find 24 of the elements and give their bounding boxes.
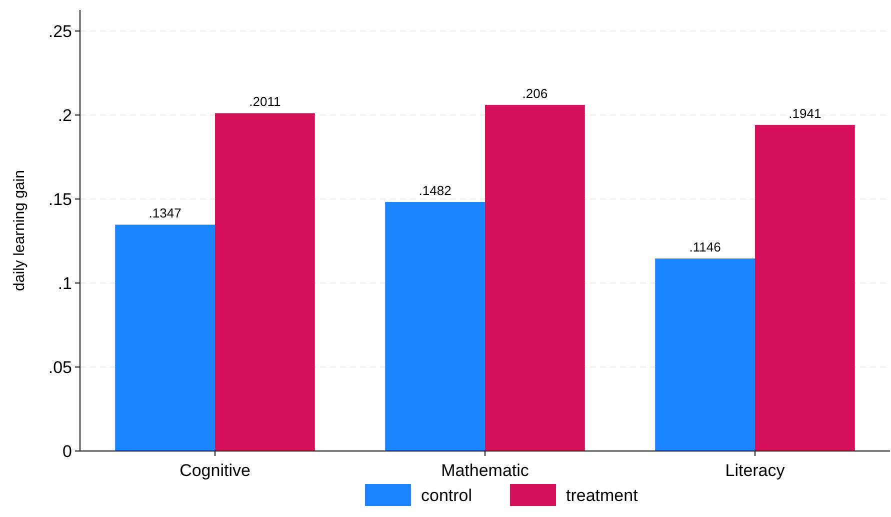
data-label: .1347 xyxy=(148,206,182,221)
legend-label: treatment xyxy=(566,486,638,505)
y-tick-label: .15 xyxy=(48,190,72,209)
y-tick-label: 0 xyxy=(62,442,72,461)
bar xyxy=(655,258,755,451)
bar xyxy=(115,224,215,451)
bar xyxy=(215,113,315,451)
y-tick-label: .2 xyxy=(58,106,72,125)
y-tick-label: .05 xyxy=(48,358,72,377)
x-tick-label: Literacy xyxy=(725,461,786,480)
bar xyxy=(385,202,485,451)
x-tick-label: Mathematic xyxy=(441,461,530,480)
y-tick-label: .1 xyxy=(58,274,72,293)
data-label: .1941 xyxy=(788,106,822,121)
bar xyxy=(755,124,855,451)
bar xyxy=(485,104,585,451)
data-label: .206 xyxy=(522,86,548,101)
y-axis-title: daily learning gain xyxy=(11,170,28,291)
legend-label: control xyxy=(421,486,472,505)
data-label: .1482 xyxy=(418,183,452,198)
x-tick-label: Cognitive xyxy=(180,461,250,480)
data-label: .1146 xyxy=(689,239,721,254)
data-label: .2011 xyxy=(249,94,281,110)
y-tick-label: .25 xyxy=(48,22,72,41)
